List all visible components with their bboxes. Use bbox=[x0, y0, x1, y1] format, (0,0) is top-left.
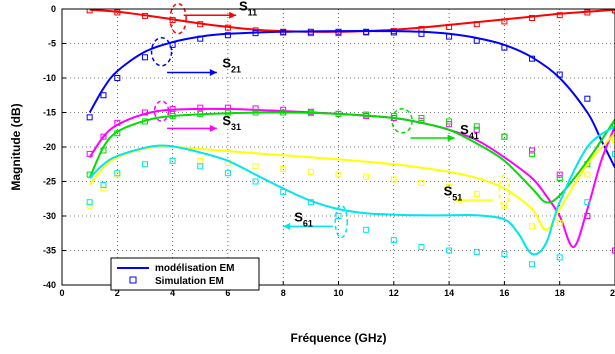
sim-marker-s61 bbox=[530, 262, 535, 267]
x-tick-label: 20 bbox=[610, 288, 615, 298]
sim-marker-s51 bbox=[530, 224, 535, 229]
legend: modélisation EM Simulation EM bbox=[111, 258, 259, 290]
model-line-s31 bbox=[90, 109, 615, 247]
y-tick-label: -20 bbox=[43, 142, 56, 152]
y-tick-label: -5 bbox=[48, 39, 56, 49]
legend-label-model: modélisation EM bbox=[155, 263, 234, 274]
y-tick-label: -10 bbox=[43, 73, 56, 83]
sim-marker-s21 bbox=[142, 55, 147, 60]
sim-marker-s61 bbox=[419, 245, 424, 250]
x-tick-label: 10 bbox=[333, 288, 343, 298]
annotation-arrowhead-s21 bbox=[210, 69, 217, 76]
annotation-s61: S61 bbox=[283, 206, 347, 238]
sim-marker-s61 bbox=[364, 227, 369, 232]
x-tick-label: 8 bbox=[281, 288, 286, 298]
sim-marker-s61 bbox=[198, 164, 203, 169]
sim-marker-s51 bbox=[253, 164, 258, 169]
sim-marker-s41 bbox=[557, 176, 562, 181]
series-label-s31: S31 bbox=[222, 113, 241, 132]
sim-marker-s51 bbox=[101, 186, 106, 191]
sim-marker-s21 bbox=[101, 93, 106, 98]
series-label-s51: S51 bbox=[444, 183, 463, 202]
sim-marker-s51 bbox=[308, 169, 313, 174]
sim-marker-s41 bbox=[474, 124, 479, 129]
sim-marker-s51 bbox=[364, 174, 369, 179]
y-tick-label: -25 bbox=[43, 177, 56, 187]
sim-marker-s61 bbox=[253, 179, 258, 184]
sim-marker-s41 bbox=[530, 151, 535, 156]
x-tick-label: 0 bbox=[59, 288, 64, 298]
y-axis-label: Magnitude (dB) bbox=[9, 103, 23, 190]
model-line-s11 bbox=[90, 10, 615, 32]
annotation-arrowhead-s61 bbox=[283, 223, 290, 230]
sim-marker-s51 bbox=[336, 172, 341, 177]
y-tick-label: -40 bbox=[43, 280, 56, 290]
series-layer bbox=[87, 8, 615, 267]
sim-marker-s51 bbox=[142, 162, 147, 167]
annotation-arrowhead-s31 bbox=[210, 125, 217, 132]
annotation-arrowhead-s41 bbox=[448, 135, 455, 142]
y-tick-label: 0 bbox=[51, 4, 56, 14]
x-tick-label: 14 bbox=[444, 288, 454, 298]
legend-label-sim: Simulation EM bbox=[155, 276, 224, 287]
annotation-ellipse-s21 bbox=[152, 38, 172, 66]
sim-marker-s31 bbox=[530, 148, 535, 153]
model-line-s61 bbox=[90, 126, 615, 254]
x-axis-label: Fréquence (GHz) bbox=[290, 331, 386, 345]
sim-marker-s41 bbox=[502, 134, 507, 139]
sim-marker-s61 bbox=[170, 158, 175, 163]
sim-marker-s31 bbox=[557, 172, 562, 177]
y-tick-label: -15 bbox=[43, 108, 56, 118]
y-tick-label: -35 bbox=[43, 246, 56, 256]
series-s31 bbox=[87, 105, 615, 253]
sim-marker-s51 bbox=[115, 172, 120, 177]
series-s41 bbox=[87, 110, 615, 203]
sim-marker-s61 bbox=[87, 200, 92, 205]
x-tick-label: 16 bbox=[499, 288, 509, 298]
sim-marker-s51 bbox=[198, 158, 203, 163]
model-line-s41 bbox=[90, 112, 615, 202]
series-label-s21: S21 bbox=[222, 56, 241, 75]
y-tick-label: -30 bbox=[43, 211, 56, 221]
sim-marker-s21 bbox=[87, 115, 92, 120]
sim-marker-s51 bbox=[170, 158, 175, 163]
annotation-arrowhead-s11 bbox=[229, 12, 236, 19]
series-label-s41: S41 bbox=[460, 122, 479, 141]
sim-marker-s51 bbox=[87, 203, 92, 208]
x-tick-label: 18 bbox=[555, 288, 565, 298]
sim-marker-s61 bbox=[101, 182, 106, 187]
sim-marker-s61 bbox=[474, 249, 479, 254]
sim-marker-s51 bbox=[585, 172, 590, 177]
sim-marker-s61 bbox=[142, 162, 147, 167]
sim-marker-s51 bbox=[419, 180, 424, 185]
sim-marker-s31 bbox=[502, 134, 507, 139]
sim-marker-s21 bbox=[585, 96, 590, 101]
sim-marker-s51 bbox=[474, 191, 479, 196]
x-tick-label: 12 bbox=[389, 288, 399, 298]
